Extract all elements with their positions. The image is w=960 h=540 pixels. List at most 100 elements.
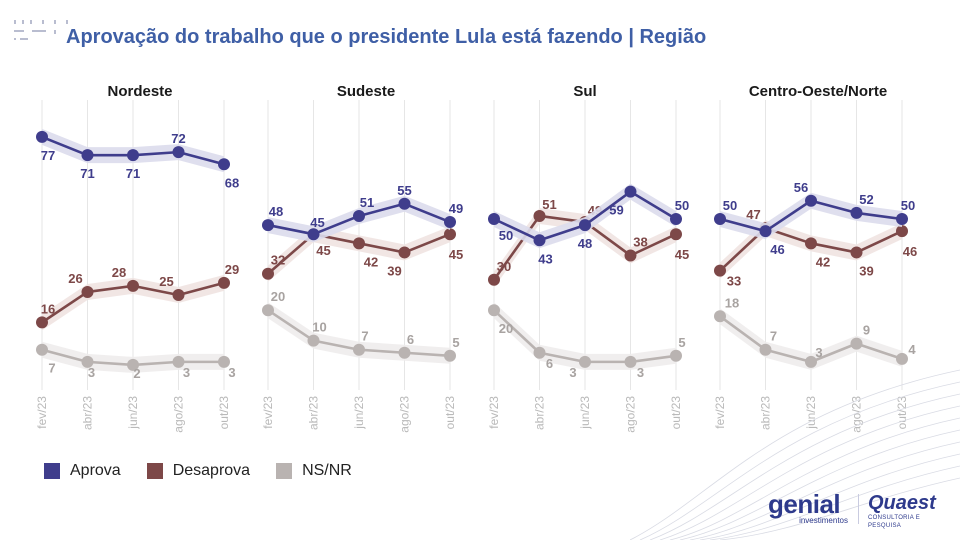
- data-label: 5: [452, 335, 459, 350]
- data-point: [218, 276, 230, 289]
- data-point: [533, 234, 546, 247]
- data-label: 47: [746, 207, 760, 222]
- data-label: 71: [126, 166, 140, 181]
- data-point: [127, 279, 139, 292]
- data-label: 59: [609, 203, 623, 218]
- data-label: 50: [723, 198, 737, 213]
- data-label: 10: [312, 320, 326, 335]
- data-label: 45: [316, 243, 330, 258]
- legend-item-desaprova: Desaprova: [146, 462, 250, 480]
- data-point: [307, 334, 320, 347]
- data-point: [714, 310, 726, 323]
- data-label: 48: [578, 236, 592, 251]
- data-point: [353, 209, 365, 222]
- legend-label-nsnr: NS/NR: [302, 462, 352, 479]
- legend-swatch-desaprova: [146, 463, 163, 479]
- x-tick-label: jun/23: [352, 396, 366, 430]
- page-title: Aprovação do trabalho que o presidente L…: [66, 26, 707, 48]
- data-point: [896, 352, 908, 365]
- x-tick-label: abr/23: [533, 396, 547, 430]
- data-point: [714, 213, 726, 225]
- x-tick-label: fev/23: [261, 396, 275, 429]
- data-point: [579, 355, 591, 368]
- data-label: 6: [407, 332, 414, 347]
- data-label: 4: [908, 342, 916, 357]
- data-label: 46: [903, 244, 917, 259]
- legend-item-aprova: Aprova: [44, 462, 121, 480]
- data-label: 50: [499, 228, 513, 243]
- data-label: 56: [794, 180, 808, 195]
- data-label: 32: [271, 253, 285, 268]
- data-point: [398, 197, 411, 210]
- data-point: [218, 158, 230, 171]
- data-point: [36, 130, 48, 143]
- panel-title: Nordeste: [107, 83, 172, 100]
- data-label: 51: [360, 195, 374, 210]
- data-label: 20: [271, 289, 285, 304]
- data-point: [218, 355, 230, 368]
- data-label: 25: [159, 274, 173, 289]
- data-label: 20: [499, 321, 513, 336]
- data-label: 38: [633, 234, 647, 249]
- data-point: [533, 346, 546, 359]
- panel-1: Sudeste fev/23 abr/23 jun/23 ago/23 out/23 20 1…: [261, 83, 463, 433]
- data-label: 3: [815, 345, 822, 360]
- data-label: 18: [725, 295, 739, 310]
- data-label: 30: [497, 259, 511, 274]
- data-point: [714, 264, 726, 277]
- x-tick-label: ago/23: [398, 396, 412, 433]
- data-point: [759, 343, 772, 356]
- data-label: 49: [449, 201, 463, 216]
- quaest-logo-subtext: CONSULTORIA E PESQUISA: [868, 515, 921, 529]
- data-label: 45: [449, 247, 463, 262]
- data-point: [81, 285, 94, 298]
- data-label: 26: [68, 271, 82, 286]
- decorative-wave-lines: [630, 369, 960, 540]
- x-tick-label: ago/23: [624, 396, 638, 433]
- data-label: 3: [569, 365, 576, 380]
- data-point: [307, 228, 320, 241]
- data-point: [353, 343, 365, 356]
- data-label: 45: [675, 247, 689, 262]
- x-tick-label: fev/23: [713, 396, 727, 429]
- data-point: [624, 249, 637, 262]
- genial-logo-subtext: investimentos: [799, 516, 848, 525]
- data-point: [398, 346, 411, 359]
- data-label: 72: [171, 131, 185, 146]
- x-tick-label: abr/23: [759, 396, 773, 430]
- legend-item-nsnr: NS/NR: [276, 462, 352, 480]
- data-point: [850, 337, 863, 350]
- panel-0: Nordeste fev/23 abr/23 jun/23 ago/23 out/23 7 3…: [35, 83, 239, 433]
- x-tick-label: out/23: [443, 396, 457, 430]
- genial-logo-text: genial: [768, 489, 841, 519]
- legend-swatch-aprova: [44, 463, 60, 479]
- data-label: 2: [133, 366, 140, 381]
- data-point: [127, 358, 139, 371]
- data-point: [670, 349, 682, 362]
- x-tick-label: jun/23: [804, 396, 818, 430]
- data-label: 42: [364, 254, 378, 269]
- data-label: 46: [770, 242, 784, 257]
- data-point: [172, 289, 185, 301]
- data-point: [533, 209, 546, 222]
- data-label: 43: [538, 251, 552, 266]
- x-tick-label: jun/23: [578, 396, 592, 430]
- data-label: 42: [816, 254, 830, 269]
- x-tick-label: out/23: [895, 396, 909, 430]
- data-label: 5: [678, 335, 685, 350]
- data-label: 28: [112, 265, 126, 280]
- x-tick-label: abr/23: [307, 396, 321, 430]
- data-point: [81, 149, 94, 162]
- data-point: [172, 146, 185, 159]
- corner-grid-icon: [14, 20, 68, 40]
- x-tick-label: fev/23: [487, 396, 501, 429]
- data-label: 3: [637, 365, 644, 380]
- data-label: 7: [48, 361, 55, 376]
- panel-3: Centro-Oeste/Norte fev/23 abr/23 jun/23 ago/…: [713, 83, 917, 433]
- data-label: 55: [397, 183, 411, 198]
- data-point: [579, 219, 591, 232]
- legend-swatch-nsnr: [276, 463, 293, 479]
- x-tick-label: fev/23: [35, 396, 49, 429]
- data-label: 77: [41, 148, 55, 163]
